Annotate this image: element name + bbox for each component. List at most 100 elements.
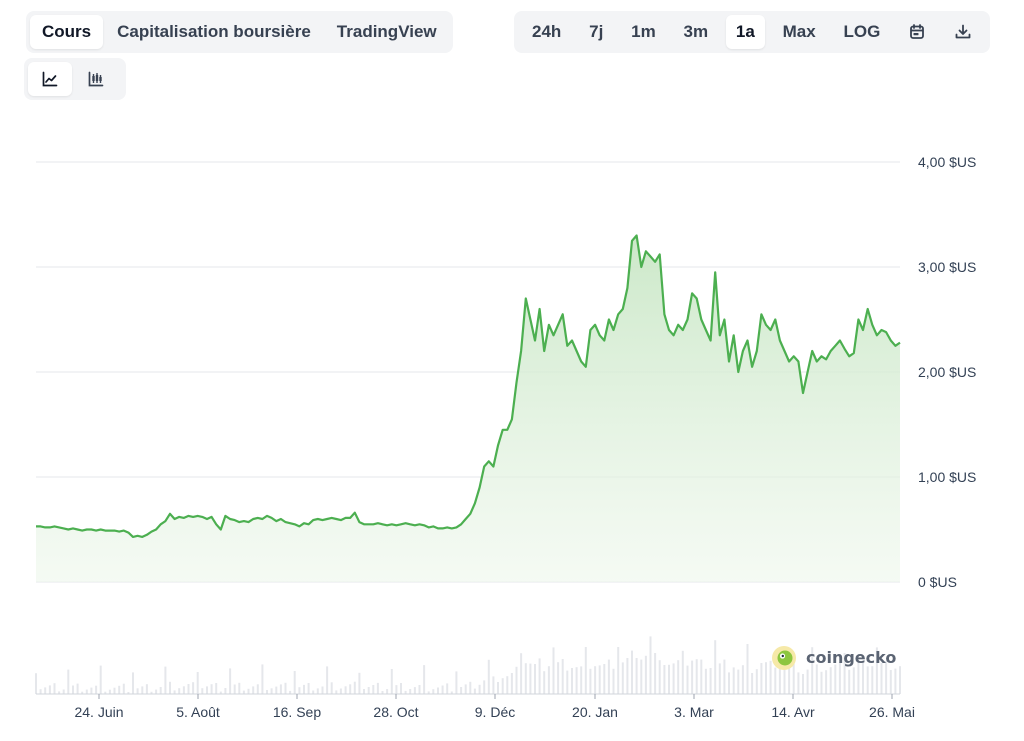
volume-bar: [256, 684, 259, 694]
volume-bar: [584, 647, 587, 694]
volume-bar: [460, 687, 463, 694]
tab-tradingview[interactable]: TradingView: [336, 22, 437, 41]
volume-bar: [520, 653, 523, 694]
range-7d-button[interactable]: 7j: [589, 22, 604, 41]
calendar-button[interactable]: [898, 15, 936, 49]
volume-bar: [132, 672, 134, 694]
volume-bar: [432, 689, 435, 694]
volume-bar: [899, 666, 901, 694]
volume-bar: [681, 650, 684, 694]
x-tick-label: 24. Juin: [74, 704, 123, 720]
view-tabs: Cours Capitalisation boursière TradingVi…: [26, 11, 453, 53]
volume-bar: [372, 685, 375, 694]
volume-bar: [400, 683, 402, 694]
volume-bar: [885, 661, 888, 694]
volume-bar: [404, 690, 407, 694]
volume-bar: [834, 664, 837, 694]
volume-bar: [612, 668, 615, 694]
volume-bar: [718, 663, 721, 694]
volume-bar: [728, 672, 730, 694]
y-tick-label: 3,00 $US: [918, 259, 976, 275]
range-24h-button[interactable]: 24h: [532, 22, 562, 41]
price-chart: 0 $US 1,00 $US 2,00 $US 3,00 $US 4,00 $US 24…: [35, 154, 976, 720]
volume-bar: [778, 650, 781, 694]
volume-bar: [104, 691, 107, 694]
volume-bar: [894, 668, 897, 694]
volume-bar: [774, 667, 777, 694]
volume-bar: [418, 685, 421, 694]
volume-bar: [455, 671, 458, 694]
volume-bar: [829, 667, 832, 694]
download-button[interactable]: [944, 15, 982, 49]
volume-bar: [358, 672, 361, 694]
volume-bar: [363, 689, 365, 694]
volume-bar: [852, 667, 855, 694]
x-tick-label: 26. Mai: [869, 704, 915, 720]
volume-bar: [524, 663, 527, 694]
volume-bar: [737, 669, 740, 694]
tab-market-cap[interactable]: Capitalisation boursière: [117, 22, 311, 41]
volume-bar: [820, 671, 823, 694]
range-tabs: 24h 7j 1m 3m 1a Max LOG: [514, 11, 990, 53]
range-max-button[interactable]: Max: [782, 22, 816, 41]
candlestick-button[interactable]: [74, 62, 118, 96]
volume-bar: [566, 670, 569, 694]
volume-bar: [39, 689, 42, 694]
volume-bar: [862, 660, 864, 694]
volume-bar: [367, 687, 370, 694]
volume-bar: [709, 668, 712, 694]
volume-bar: [732, 667, 735, 694]
volume-bar: [44, 687, 47, 694]
volume-bar: [838, 662, 841, 694]
volume-bar: [811, 647, 814, 694]
volume-bar: [806, 669, 809, 694]
volume-bar: [386, 689, 389, 694]
line-chart-button[interactable]: [28, 62, 72, 96]
volume-bar: [497, 682, 499, 694]
range-3m-button[interactable]: 3m: [683, 22, 709, 41]
volume-bar: [746, 644, 749, 694]
volume-bar: [182, 686, 185, 694]
volume-bar: [875, 647, 878, 694]
volume-bar: [529, 663, 532, 694]
volume-bar: [58, 691, 61, 694]
volume-bar: [159, 687, 162, 694]
volume-bars: [35, 636, 901, 694]
volume-bar: [108, 689, 111, 694]
volume-bar: [303, 684, 305, 694]
volume-bar: [219, 691, 222, 694]
range-1y-button[interactable]: 1a: [725, 15, 765, 49]
volume-bar: [72, 685, 74, 694]
y-tick-label: 2,00 $US: [918, 364, 976, 380]
volume-bar: [510, 673, 513, 694]
volume-bar: [760, 663, 763, 694]
volume-bar: [173, 690, 176, 694]
volume-bar: [446, 683, 449, 694]
volume-bar: [35, 673, 37, 694]
log-scale-button[interactable]: LOG: [843, 22, 881, 41]
volume-bar: [755, 669, 758, 694]
volume-bar: [53, 683, 56, 694]
price-line: [36, 234, 901, 538]
volume-bar: [48, 685, 51, 694]
volume-bar: [81, 691, 84, 694]
volume-bar: [677, 660, 680, 694]
volume-bar: [668, 664, 670, 694]
volume-bar: [866, 666, 869, 694]
volume-bar: [589, 668, 592, 694]
volume-bar: [561, 659, 564, 694]
volume-bar: [797, 672, 800, 694]
x-tick-label: 16. Sep: [273, 704, 321, 720]
volume-bar: [871, 666, 874, 694]
volume-bar: [700, 659, 703, 694]
tab-price[interactable]: Cours: [30, 15, 104, 49]
volume-bar: [279, 684, 282, 694]
volume-bar: [76, 683, 79, 694]
volume-bar: [298, 687, 301, 694]
x-tick-label: 5. Août: [176, 704, 220, 720]
volume-bar: [349, 684, 352, 694]
range-1m-button[interactable]: 1m: [631, 22, 656, 41]
volume-bar: [224, 688, 227, 694]
volume-bar: [769, 660, 772, 694]
volume-bar: [547, 666, 550, 694]
